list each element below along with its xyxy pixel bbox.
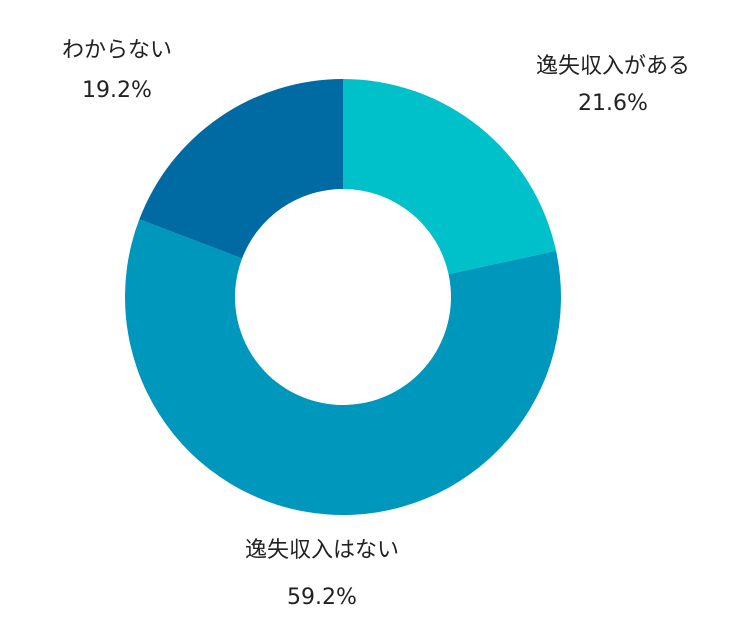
slice-label: 逸失収入がある [536, 54, 690, 79]
slice-value-label: 19.2% [82, 78, 152, 103]
slice-1 [343, 79, 557, 275]
slice-label: 逸失収入はない [245, 538, 399, 563]
slice-value-label: 21.6% [578, 91, 648, 116]
slice-labels: 逸失収入がある 21.6% 逸失収入はない 59.2% わからない 19.2% [62, 38, 690, 610]
slice-value-label: 59.2% [287, 585, 357, 610]
slice-3 [139, 79, 343, 259]
donut-slices [124, 79, 561, 516]
slice-label: わからない [62, 38, 172, 63]
slice-2 [124, 219, 561, 516]
